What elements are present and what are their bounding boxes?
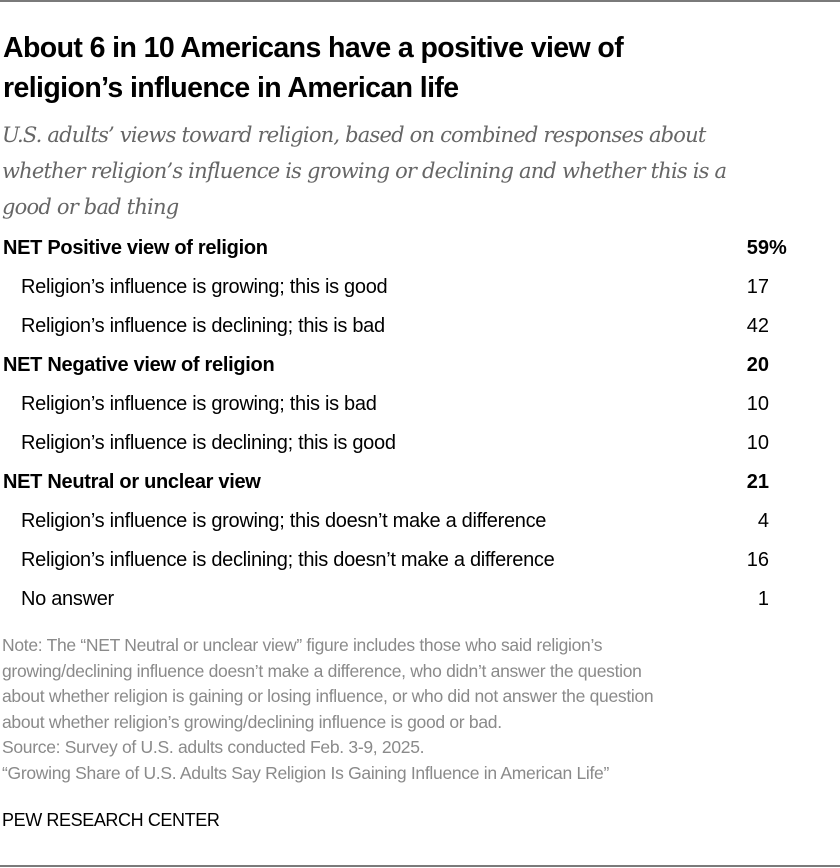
title-line: About 6 in 10 Americans have a positive … bbox=[3, 32, 624, 64]
table-row: Religion’s influence is declining; this … bbox=[0, 426, 840, 465]
row-value: 16 bbox=[747, 549, 769, 572]
row-value: 59% bbox=[746, 237, 787, 260]
row-label: Religion’s influence is growing; this is… bbox=[21, 393, 377, 415]
report-title-line: “Growing Share of U.S. Adults Say Religi… bbox=[2, 762, 609, 783]
title-line: religion’s influence in American life bbox=[3, 72, 459, 104]
value-number: 20 bbox=[746, 354, 769, 376]
table-row: Religion’s influence is declining; this … bbox=[0, 309, 840, 348]
value-number: 4 bbox=[757, 510, 769, 532]
note-line: about whether religion’s growing/declini… bbox=[2, 711, 502, 732]
table-row: Religion’s influence is growing; this do… bbox=[0, 504, 840, 543]
row-value: 17 bbox=[747, 276, 769, 299]
value-number: 59 bbox=[746, 237, 769, 259]
note-line: Note: The “NET Neutral or unclear view” … bbox=[2, 635, 603, 655]
source-line: Source: Survey of U.S. adults conducted … bbox=[2, 737, 425, 757]
subtitle-line: good or bad thing bbox=[2, 195, 179, 219]
note-line: growing/declining influence doesn’t make… bbox=[2, 660, 642, 681]
bottom-rule bbox=[0, 865, 840, 867]
row-label: NET Neutral or unclear view bbox=[3, 471, 261, 493]
note-line: about whether religion is gaining or los… bbox=[2, 686, 654, 706]
brand-logo-text: PEW RESEARCH CENTER bbox=[2, 810, 220, 830]
row-label: Religion’s influence is growing; this do… bbox=[21, 510, 547, 532]
top-rule bbox=[0, 0, 840, 2]
subtitle-line: whether religion’s influence is growing … bbox=[2, 159, 727, 183]
value-number: 1 bbox=[757, 588, 769, 610]
subtitle-line: U.S. adults’ views toward religion, base… bbox=[2, 123, 706, 147]
row-value: 42 bbox=[747, 315, 769, 338]
row-value: 4 bbox=[758, 510, 769, 533]
row-value: 10 bbox=[747, 393, 769, 416]
row-label: Religion’s influence is declining; this … bbox=[21, 315, 385, 337]
chart-notes: Note: The “NET Neutral or unclear view” … bbox=[2, 633, 832, 786]
row-value: 10 bbox=[747, 432, 769, 455]
chart-subtitle: U.S. adults’ views toward religion, base… bbox=[2, 117, 832, 225]
table-row: Religion’s influence is growing; this is… bbox=[0, 270, 840, 309]
value-number: 42 bbox=[746, 315, 769, 337]
table-row: Religion’s influence is declining; this … bbox=[0, 543, 840, 582]
row-label: Religion’s influence is declining; this … bbox=[21, 549, 555, 571]
chart-title: About 6 in 10 Americans have a positive … bbox=[3, 28, 833, 108]
row-value: 21 bbox=[747, 471, 769, 494]
value-number: 16 bbox=[746, 549, 769, 571]
row-label: NET Positive view of religion bbox=[3, 237, 268, 259]
row-label: NET Negative view of religion bbox=[3, 354, 275, 376]
row-value: 20 bbox=[747, 354, 769, 377]
net-row: NET Positive view of religion 59% bbox=[0, 231, 840, 270]
data-table: NET Positive view of religion 59% Religion… bbox=[0, 231, 840, 621]
row-label: Religion’s influence is declining; this … bbox=[21, 432, 396, 454]
table-row: Religion’s influence is growing; this is… bbox=[0, 387, 840, 426]
value-number: 10 bbox=[746, 393, 769, 415]
table-row: No answer 1 bbox=[0, 582, 840, 621]
value-number: 21 bbox=[746, 471, 769, 493]
net-row: NET Neutral or unclear view 21 bbox=[0, 465, 840, 504]
row-label: Religion’s influence is growing; this is… bbox=[21, 276, 388, 298]
value-number: 17 bbox=[746, 276, 769, 298]
row-value: 1 bbox=[758, 588, 769, 611]
value-number: 10 bbox=[746, 432, 769, 454]
net-row: NET Negative view of religion 20 bbox=[0, 348, 840, 387]
percent-sign: % bbox=[769, 237, 787, 259]
row-label: No answer bbox=[21, 588, 114, 610]
